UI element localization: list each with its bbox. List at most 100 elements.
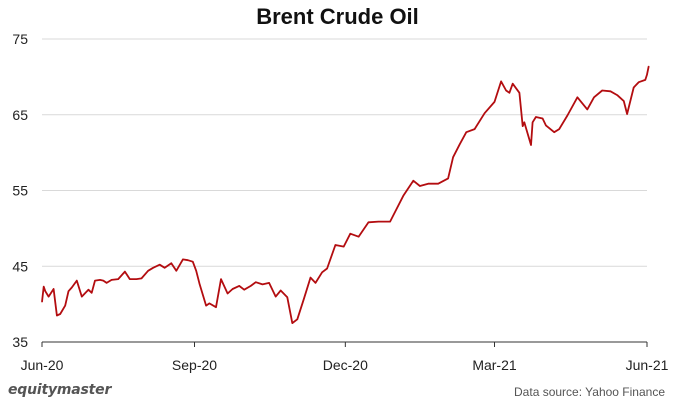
data-point: [215, 306, 217, 308]
data-point: [508, 92, 510, 94]
data-point: [437, 183, 439, 185]
data-point: [164, 267, 166, 269]
data-point: [195, 270, 197, 272]
data-point: [140, 277, 143, 279]
data-point: [648, 65, 650, 67]
data-point: [81, 296, 83, 298]
data-point: [493, 101, 496, 103]
data-point: [646, 74, 648, 76]
data-point: [41, 301, 43, 303]
data-point: [518, 92, 521, 94]
data-point: [147, 270, 149, 272]
data-point: [377, 221, 380, 223]
data-point: [227, 292, 229, 295]
data-point: [616, 94, 618, 96]
data-point: [48, 296, 50, 298]
data-source-note: Data source: Yahoo Finance: [514, 385, 665, 399]
data-point: [474, 128, 476, 130]
x-tick-label: Mar-21: [472, 357, 517, 373]
data-point: [459, 143, 461, 145]
data-point: [192, 261, 194, 263]
data-point: [349, 233, 351, 235]
data-point: [268, 282, 270, 284]
data-point: [593, 96, 595, 98]
equitymaster-logo: equitymaster: [8, 382, 112, 398]
data-point: [542, 117, 544, 120]
data-point: [452, 156, 454, 158]
data-point: [238, 285, 240, 287]
data-point: [111, 279, 113, 281]
data-point: [412, 180, 414, 182]
y-tick-label: 45: [12, 258, 28, 274]
data-point: [601, 89, 603, 92]
data-point: [59, 313, 61, 315]
data-point: [326, 267, 328, 270]
data-point: [44, 290, 46, 292]
data-point: [500, 80, 502, 82]
data-point: [291, 322, 293, 324]
data-point: [43, 286, 45, 288]
data-point: [321, 271, 323, 273]
y-tick-label: 35: [12, 334, 28, 350]
x-tick-label: Dec-20: [323, 357, 368, 373]
series-line: [41, 66, 650, 325]
data-point: [553, 131, 555, 133]
data-point: [303, 298, 305, 300]
data-point: [586, 108, 588, 110]
data-point: [566, 114, 569, 117]
data-point: [402, 195, 404, 197]
data-point: [220, 278, 222, 280]
data-point: [250, 285, 252, 287]
data-point: [106, 282, 108, 284]
data-point: [117, 278, 119, 280]
data-point: [261, 283, 264, 285]
data-point: [53, 288, 55, 290]
x-tick-label: Jun-20: [21, 357, 64, 373]
data-point: [94, 280, 96, 282]
data-point: [505, 89, 507, 92]
data-point: [275, 296, 277, 298]
data-point: [205, 305, 207, 307]
data-point: [343, 246, 345, 248]
x-tick-label: Jun-21: [626, 357, 669, 373]
data-point: [523, 121, 525, 123]
data-point: [465, 131, 467, 133]
data-point: [626, 113, 628, 115]
data-point: [545, 124, 547, 126]
data-point: [67, 290, 70, 292]
data-point: [170, 262, 172, 264]
data-point: [102, 280, 104, 282]
data-point: [484, 112, 486, 114]
data-point: [56, 314, 58, 317]
data-point: [208, 302, 210, 304]
y-tick-label: 75: [12, 31, 28, 47]
data-point: [532, 121, 534, 123]
data-point: [558, 128, 560, 130]
data-point: [280, 289, 282, 292]
data-point: [76, 280, 78, 282]
data-point: [309, 277, 312, 279]
data-point: [286, 296, 288, 298]
data-point: [198, 283, 201, 285]
data-point: [91, 292, 93, 294]
data-point: [638, 81, 640, 83]
data-point: [129, 278, 131, 280]
data-point: [296, 318, 298, 320]
data-point: [367, 221, 370, 223]
data-point: [512, 83, 514, 85]
data-point: [99, 279, 101, 281]
data-point: [124, 271, 126, 273]
data-point: [576, 96, 579, 98]
data-point: [447, 177, 449, 179]
data-point: [232, 288, 234, 290]
data-point: [633, 86, 635, 89]
data-point: [87, 289, 89, 291]
data-point: [152, 267, 154, 269]
data-point: [623, 100, 625, 102]
data-point: [535, 116, 537, 118]
data-point: [175, 270, 177, 272]
data-point: [389, 221, 391, 223]
data-point: [182, 258, 184, 260]
